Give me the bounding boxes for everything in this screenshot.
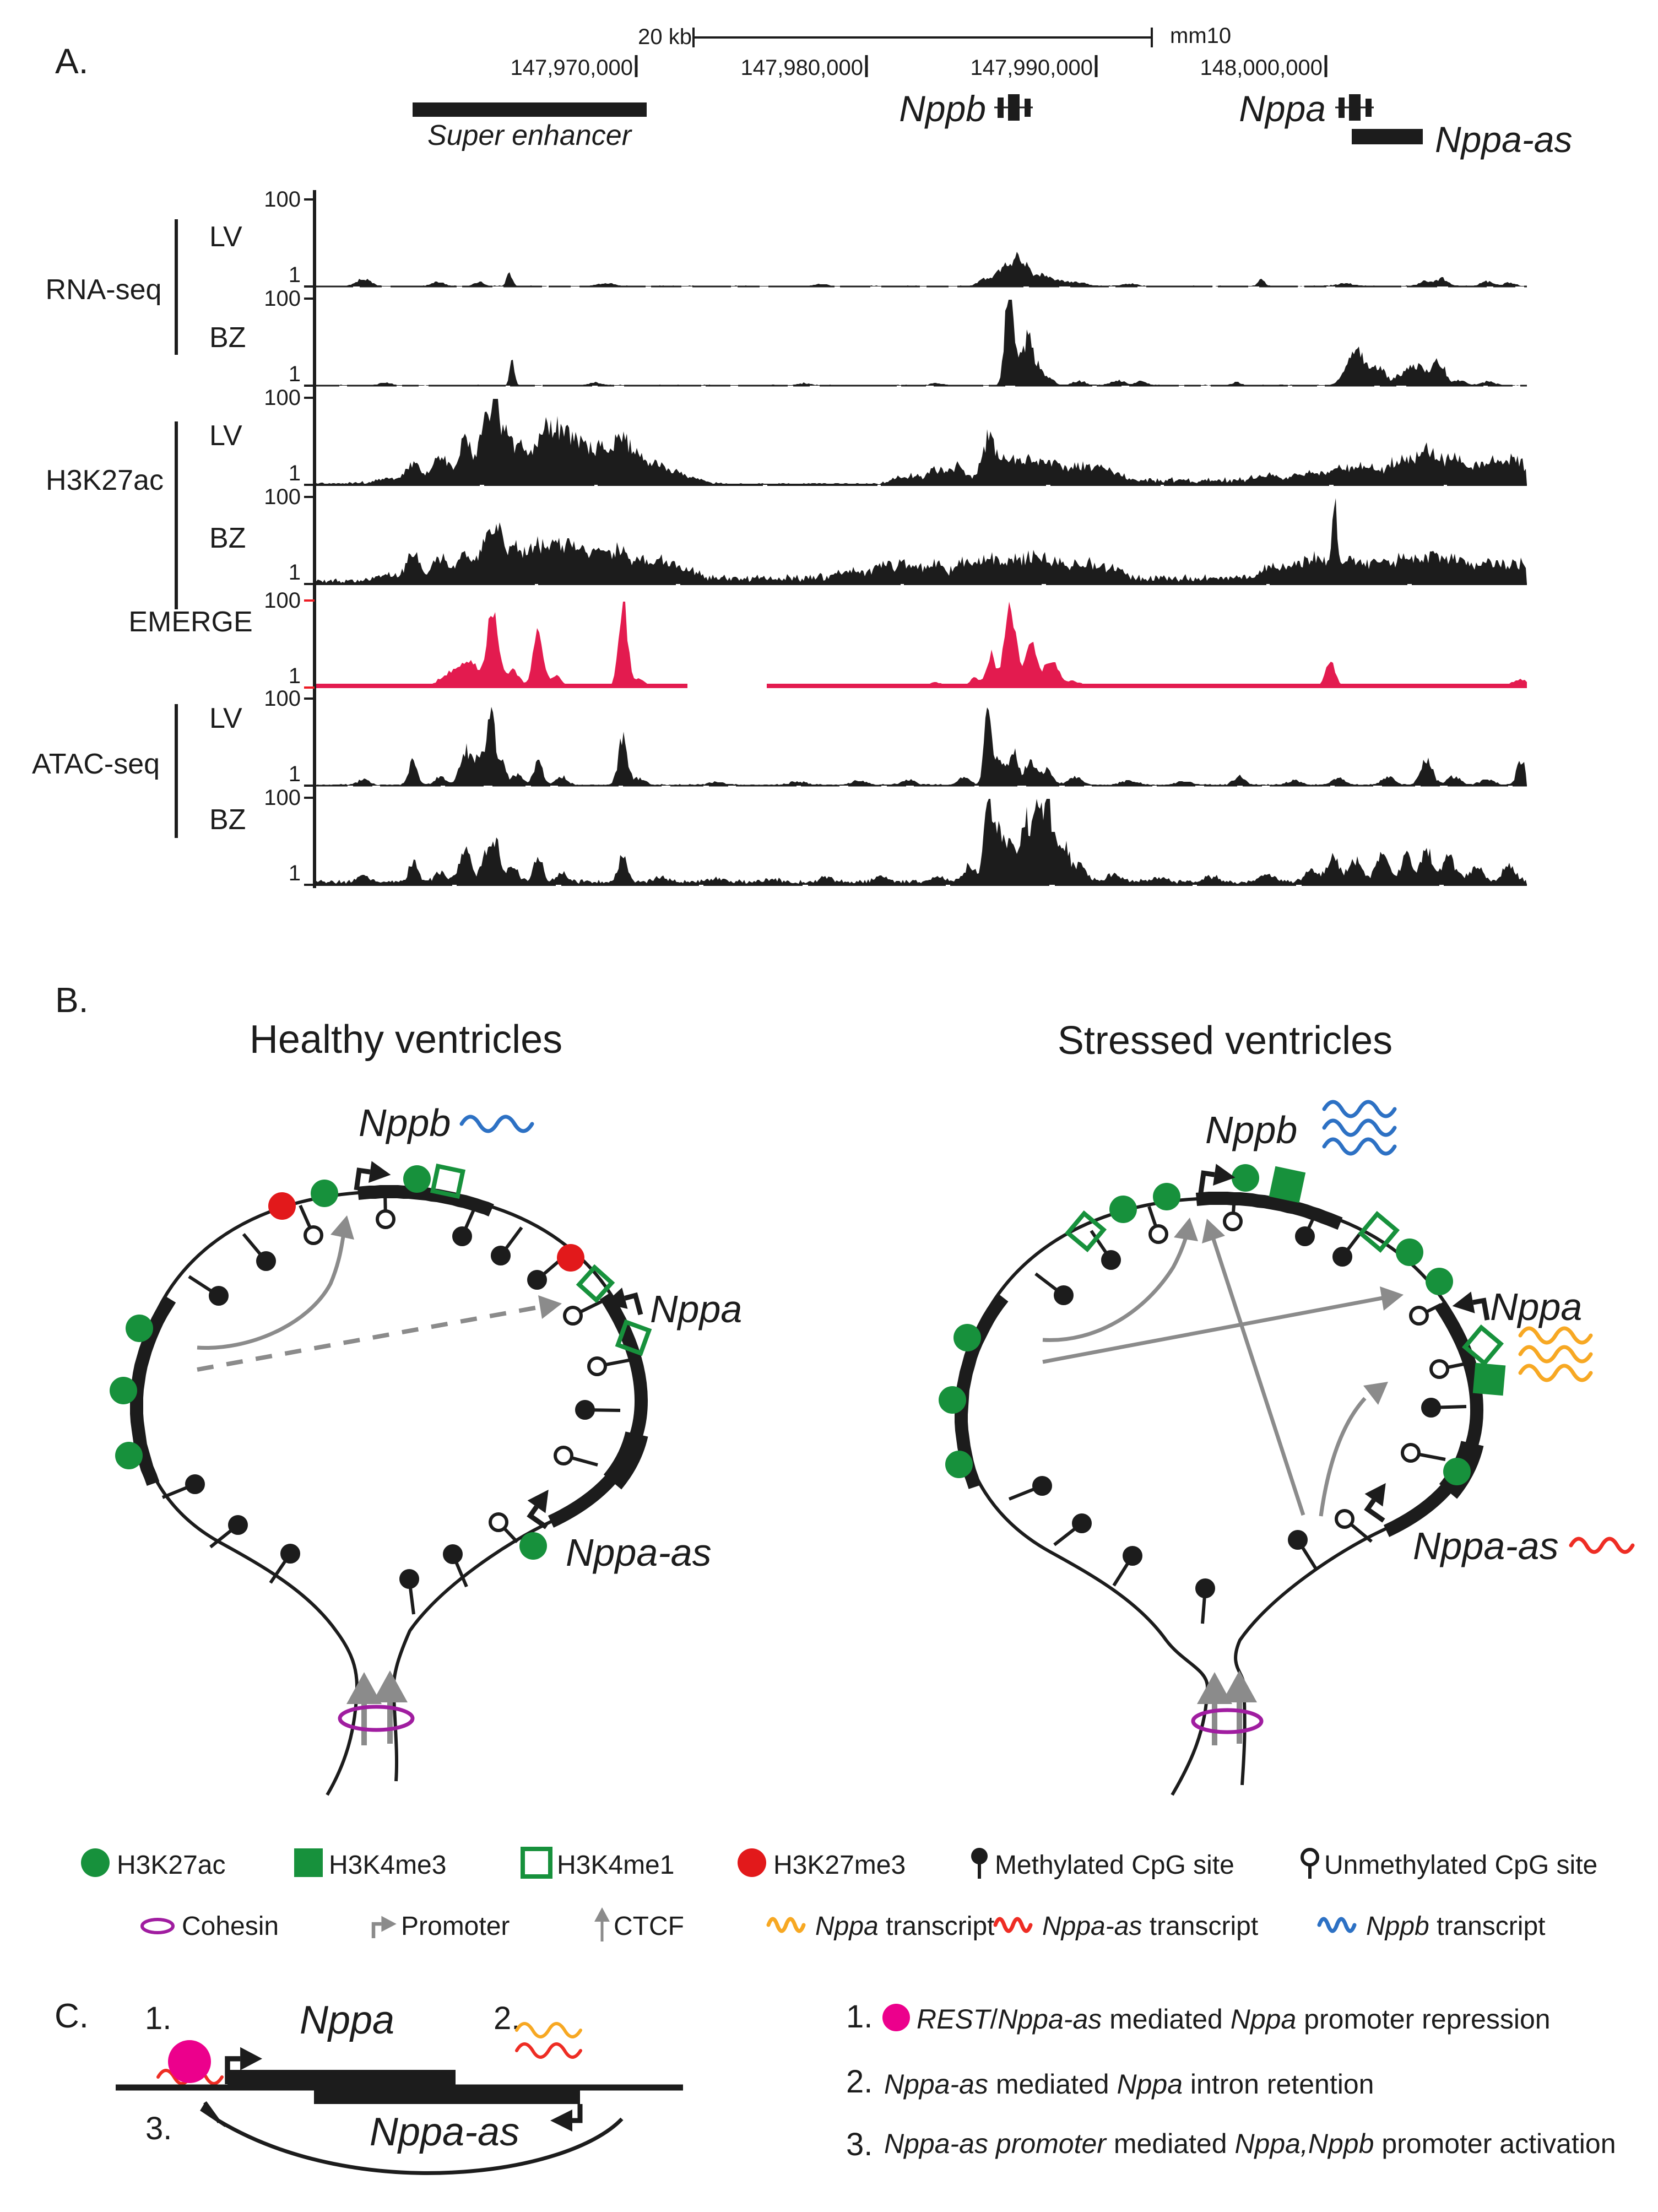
svg-text:Nppa: Nppa	[650, 1288, 742, 1331]
svg-text:1.: 1.	[846, 1999, 873, 2035]
svg-text:Stressed ventricles: Stressed ventricles	[1058, 1019, 1392, 1063]
svg-text:1: 1	[289, 762, 301, 786]
svg-text:100: 100	[264, 786, 301, 810]
svg-text:Methylated CpG site: Methylated CpG site	[995, 1851, 1234, 1880]
svg-text:100: 100	[264, 485, 301, 509]
svg-text:EMERGE: EMERGE	[128, 606, 252, 638]
svg-text:BZ: BZ	[209, 522, 246, 554]
svg-text:3.: 3.	[145, 2111, 172, 2146]
svg-text:Promoter: Promoter	[401, 1912, 510, 1941]
svg-text:Nppa-as mediated Nppa intron r: Nppa-as mediated Nppa intron retention	[884, 2069, 1374, 2100]
svg-text:B.: B.	[55, 980, 88, 1020]
svg-text:BZ: BZ	[209, 804, 246, 836]
svg-text:1: 1	[289, 560, 301, 585]
svg-text:C.: C.	[55, 1997, 89, 2035]
svg-text:Nppb: Nppb	[1205, 1108, 1297, 1151]
svg-text:Super enhancer: Super enhancer	[427, 120, 633, 152]
svg-text:BZ: BZ	[209, 322, 246, 354]
svg-text:A.: A.	[55, 41, 88, 81]
svg-text:Nppa-as promoter mediated Nppa: Nppa-as promoter mediated Nppa,Nppb prom…	[884, 2128, 1616, 2159]
svg-text:Nppa transcript: Nppa transcript	[815, 1912, 994, 1941]
svg-text:Unmethylated CpG site: Unmethylated CpG site	[1324, 1851, 1597, 1880]
svg-text:Nppb: Nppb	[899, 88, 986, 129]
svg-text:LV: LV	[209, 702, 242, 734]
svg-text:Nppa-as: Nppa-as	[1413, 1524, 1559, 1567]
svg-text:100: 100	[264, 386, 301, 410]
svg-text:Nppb: Nppb	[359, 1101, 451, 1144]
svg-text:Nppa: Nppa	[1490, 1285, 1582, 1328]
svg-text:CTCF: CTCF	[614, 1912, 684, 1941]
svg-text:147,970,000: 147,970,000	[511, 56, 633, 80]
svg-text:RNA-seq: RNA-seq	[46, 274, 162, 306]
svg-text:H3K4me3: H3K4me3	[329, 1851, 446, 1880]
svg-text:147,990,000: 147,990,000	[971, 56, 1093, 80]
svg-text:Nppa: Nppa	[300, 1998, 394, 2042]
svg-text:H3K27me3: H3K27me3	[773, 1851, 906, 1880]
svg-text:REST/Nppa-as mediated Nppa pro: REST/Nppa-as mediated Nppa promoter repr…	[917, 2004, 1551, 2035]
svg-text:mm10: mm10	[1170, 24, 1231, 48]
svg-text:1: 1	[289, 461, 301, 485]
svg-text:ATAC-seq: ATAC-seq	[32, 748, 160, 780]
svg-text:Nppa: Nppa	[1239, 88, 1326, 129]
svg-text:100: 100	[264, 286, 301, 311]
svg-text:LV: LV	[209, 221, 242, 253]
svg-text:1: 1	[289, 263, 301, 287]
svg-text:1: 1	[289, 664, 301, 688]
svg-text:H3K27ac: H3K27ac	[46, 464, 164, 496]
svg-text:Nppb transcript: Nppb transcript	[1366, 1912, 1545, 1941]
svg-text:Nppa-as: Nppa-as	[1435, 119, 1572, 160]
svg-text:147,980,000: 147,980,000	[741, 56, 863, 80]
svg-text:100: 100	[264, 187, 301, 212]
svg-text:3.: 3.	[846, 2127, 873, 2162]
svg-text:1.: 1.	[145, 2000, 171, 2036]
svg-text:100: 100	[264, 588, 301, 613]
svg-text:Cohesin: Cohesin	[182, 1912, 279, 1941]
svg-text:LV: LV	[209, 420, 242, 452]
svg-text:Nppa-as: Nppa-as	[566, 1531, 712, 1574]
svg-text:1: 1	[289, 362, 301, 386]
svg-text:20 kb: 20 kb	[638, 25, 692, 49]
svg-text:100: 100	[264, 686, 301, 711]
svg-text:Nppa-as transcript: Nppa-as transcript	[1042, 1912, 1258, 1941]
svg-text:Healthy ventricles: Healthy ventricles	[250, 1018, 562, 1062]
svg-text:H3K27ac: H3K27ac	[117, 1851, 225, 1880]
svg-text:Nppa-as: Nppa-as	[370, 2110, 519, 2154]
svg-text:H3K4me1: H3K4me1	[557, 1851, 674, 1880]
svg-text:2.: 2.	[846, 2064, 873, 2100]
svg-text:1: 1	[289, 861, 301, 885]
svg-text:148,000,000: 148,000,000	[1200, 56, 1323, 80]
